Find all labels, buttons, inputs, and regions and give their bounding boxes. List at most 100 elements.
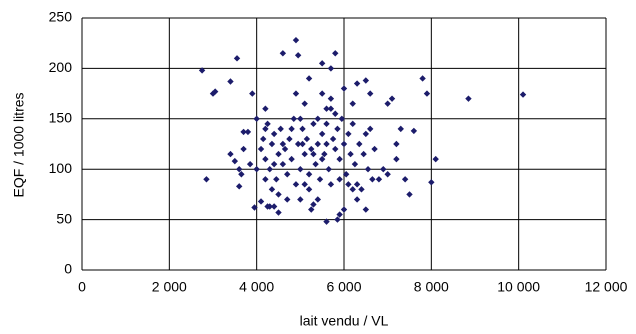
y-tick-label: 50 xyxy=(56,210,72,226)
scatter-point xyxy=(266,166,273,173)
scatter-point xyxy=(318,130,326,138)
scatter-point xyxy=(198,67,206,74)
scatter-point xyxy=(251,204,258,211)
scatter-point xyxy=(358,186,365,193)
scatter-point xyxy=(297,196,304,203)
scatter-point xyxy=(406,191,413,198)
scatter-point xyxy=(401,176,409,183)
scatter-point xyxy=(264,120,271,128)
x-tick-label: 10 000 xyxy=(497,279,540,295)
scatter-point xyxy=(384,100,391,107)
x-tick-label: 8 000 xyxy=(414,279,449,295)
scatter-point xyxy=(305,186,313,193)
scatter-point xyxy=(349,186,356,193)
scatter-point xyxy=(318,90,326,97)
x-tick-label: 4 000 xyxy=(239,279,274,295)
scatter-point xyxy=(211,88,219,95)
scatter-point xyxy=(423,90,431,97)
scatter-point xyxy=(305,171,313,178)
y-axis-title: EQF / 1000 litres xyxy=(11,92,27,197)
scatter-point xyxy=(375,176,383,183)
scatter-point xyxy=(227,150,234,158)
scatter-point xyxy=(310,201,317,208)
scatter-point xyxy=(323,120,330,128)
scatter-point xyxy=(336,211,343,218)
scatter-point xyxy=(432,155,439,163)
scatter-point xyxy=(292,90,300,97)
scatter-point xyxy=(279,50,287,57)
scatter-point xyxy=(297,166,304,173)
scatter-point xyxy=(275,150,282,158)
scatter-point xyxy=(288,125,295,133)
scatter-point xyxy=(367,125,374,133)
scatter-point xyxy=(294,140,302,148)
scatter-point xyxy=(277,125,284,133)
scatter-point xyxy=(227,78,234,85)
scatter-point xyxy=(351,160,359,168)
x-tick-label: 0 xyxy=(78,279,86,295)
scatter-point xyxy=(279,140,287,148)
scatter-point xyxy=(203,176,210,183)
scatter-point xyxy=(275,209,282,216)
scatter-point xyxy=(371,145,378,153)
scatter-point xyxy=(367,90,374,97)
scatter-point xyxy=(327,181,335,188)
scatter-point xyxy=(286,135,293,143)
scatter-point xyxy=(292,36,300,44)
scatter-point xyxy=(260,135,267,143)
scatter-point xyxy=(249,90,256,97)
scatter-point xyxy=(270,130,278,138)
scatter-point xyxy=(268,140,276,148)
scatter-point xyxy=(332,145,339,153)
scatter-point xyxy=(236,166,243,173)
scatter-point xyxy=(362,130,370,138)
scatter-point xyxy=(270,160,278,168)
scatter-point xyxy=(342,171,350,178)
scatter-point xyxy=(428,179,435,186)
scatter-point xyxy=(410,127,418,135)
scatter-point xyxy=(310,120,317,128)
scatter-point xyxy=(209,90,217,97)
scatter-point xyxy=(362,77,370,84)
scatter-point xyxy=(380,166,387,173)
scatter-point xyxy=(281,145,289,153)
scatter-point xyxy=(290,115,297,122)
scatter-point xyxy=(338,115,346,122)
scatter-point xyxy=(284,196,291,203)
scatter-point xyxy=(240,128,247,136)
scatter-point xyxy=(284,171,291,178)
scatter-point xyxy=(314,115,321,122)
scatter-point xyxy=(299,140,306,148)
scatter-point xyxy=(519,91,527,98)
scatter-point xyxy=(297,115,304,122)
scatter-point xyxy=(301,100,308,107)
x-tick-label: 12 000 xyxy=(585,279,628,295)
y-tick-label: 150 xyxy=(49,110,73,126)
scatter-point xyxy=(301,150,308,158)
scatter-point xyxy=(240,145,247,153)
scatter-point xyxy=(321,150,328,158)
scatter-point xyxy=(270,203,278,210)
scatter-point xyxy=(336,155,343,163)
scatter-point xyxy=(327,65,335,72)
scatter-point xyxy=(246,160,254,168)
scatter-point xyxy=(327,105,335,112)
scatter-point xyxy=(305,75,313,82)
scatter-point xyxy=(310,150,317,158)
scatter-point xyxy=(332,50,339,57)
scatter-point xyxy=(329,135,337,143)
y-tick-label: 250 xyxy=(49,9,73,25)
scatter-point xyxy=(336,176,343,183)
scatter-point xyxy=(233,55,241,62)
scatter-point xyxy=(353,80,361,87)
scatter-point xyxy=(340,85,348,92)
scatter-point xyxy=(257,145,265,153)
scatter-point xyxy=(388,95,396,102)
scatter-point xyxy=(340,206,348,213)
scatter-point xyxy=(465,95,472,102)
scatter-point xyxy=(262,155,269,163)
scatter-point xyxy=(332,110,339,117)
scatter-point xyxy=(369,176,376,183)
scatter-point xyxy=(236,183,243,190)
